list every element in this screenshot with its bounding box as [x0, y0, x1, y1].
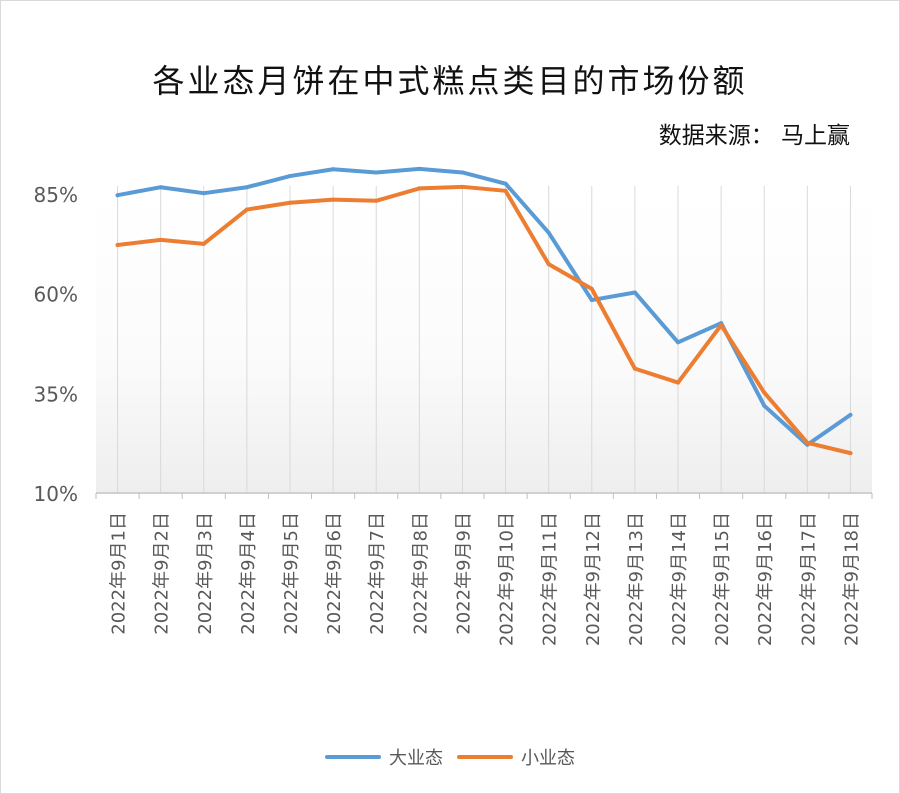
legend-item-large-format: 大业态	[325, 744, 443, 770]
data-point	[546, 262, 551, 267]
y-tick-label: 10%	[34, 482, 78, 506]
data-point	[417, 186, 422, 191]
data-point	[719, 323, 724, 328]
y-tick-label: 35%	[34, 382, 78, 406]
x-tick-label: 2022年9月12日	[583, 512, 604, 646]
data-point	[546, 230, 551, 235]
legend-label-small-format: 小业态	[521, 748, 575, 769]
x-tick-label: 2022年9月15日	[712, 512, 733, 646]
x-tick-label: 2022年9月8日	[410, 512, 431, 635]
y-axis-labels: 85% 60% 35% 10%	[34, 183, 78, 506]
data-point	[158, 237, 163, 242]
data-point	[331, 167, 336, 172]
data-point	[158, 185, 163, 190]
data-point	[331, 197, 336, 202]
series-lines	[115, 166, 853, 456]
data-point	[374, 198, 379, 203]
data-point	[676, 380, 680, 385]
chart-source-note: 数据来源： 马上赢	[658, 123, 850, 149]
data-point	[805, 440, 810, 445]
x-tick-label: 2022年9月18日	[841, 512, 862, 646]
legend-item-small-format: 小业态	[457, 744, 575, 770]
data-point	[374, 170, 379, 175]
legend-label-large-format: 大业态	[389, 748, 443, 769]
x-tick-label: 2022年9月17日	[798, 512, 819, 646]
x-tick-label: 2022年9月4日	[238, 512, 259, 635]
data-point	[288, 200, 292, 205]
data-point	[848, 451, 853, 456]
y-tick-label: 60%	[34, 283, 78, 307]
plot-background	[96, 190, 872, 494]
data-point	[632, 366, 637, 371]
data-point	[244, 185, 249, 190]
series-small-format	[115, 184, 853, 456]
x-tick-label: 2022年9月16日	[755, 512, 776, 646]
data-point	[632, 290, 637, 295]
data-point	[115, 243, 120, 248]
data-point	[201, 241, 206, 246]
x-axis	[95, 492, 873, 499]
data-point	[460, 184, 465, 189]
x-tick-label: 2022年9月11日	[540, 512, 561, 646]
data-point	[460, 170, 465, 175]
data-point	[589, 298, 594, 303]
y-tick-label: 85%	[34, 183, 78, 207]
x-tick-label: 2022年9月3日	[195, 512, 216, 635]
data-point	[288, 174, 292, 179]
x-tick-label: 2022年9月6日	[324, 512, 345, 635]
data-point	[848, 412, 853, 417]
series-line-small-format	[115, 184, 853, 456]
data-point	[676, 340, 680, 345]
x-tick-label: 2022年9月5日	[281, 512, 302, 635]
data-point	[115, 193, 120, 198]
x-tick-label: 2022年9月1日	[109, 512, 130, 635]
data-point	[762, 390, 767, 395]
x-tick-label: 2022年9月13日	[626, 512, 647, 646]
legend-swatch-small-format	[457, 755, 513, 759]
data-point	[201, 191, 206, 196]
chart-title: 各业态月饼在中式糕点类目的市场份额	[152, 62, 748, 100]
x-tick-label: 2022年9月10日	[497, 512, 518, 646]
legend: 大业态 小业态	[0, 744, 900, 770]
x-axis-labels: 2022年9月1日 2022年9月2日 2022年9月3日 2022年9月4日 2022…	[109, 512, 863, 646]
x-tick-label: 2022年9月7日	[367, 512, 388, 635]
data-point	[503, 188, 508, 193]
x-tick-label: 2022年9月2日	[152, 512, 173, 635]
data-point	[589, 286, 594, 291]
data-point	[244, 207, 249, 212]
data-point	[503, 181, 508, 186]
data-point	[417, 166, 422, 171]
x-tick-label: 2022年9月9日	[453, 512, 474, 635]
legend-swatch-large-format	[325, 755, 381, 759]
data-point	[762, 403, 767, 408]
x-tick-label: 2022年9月14日	[669, 512, 690, 646]
